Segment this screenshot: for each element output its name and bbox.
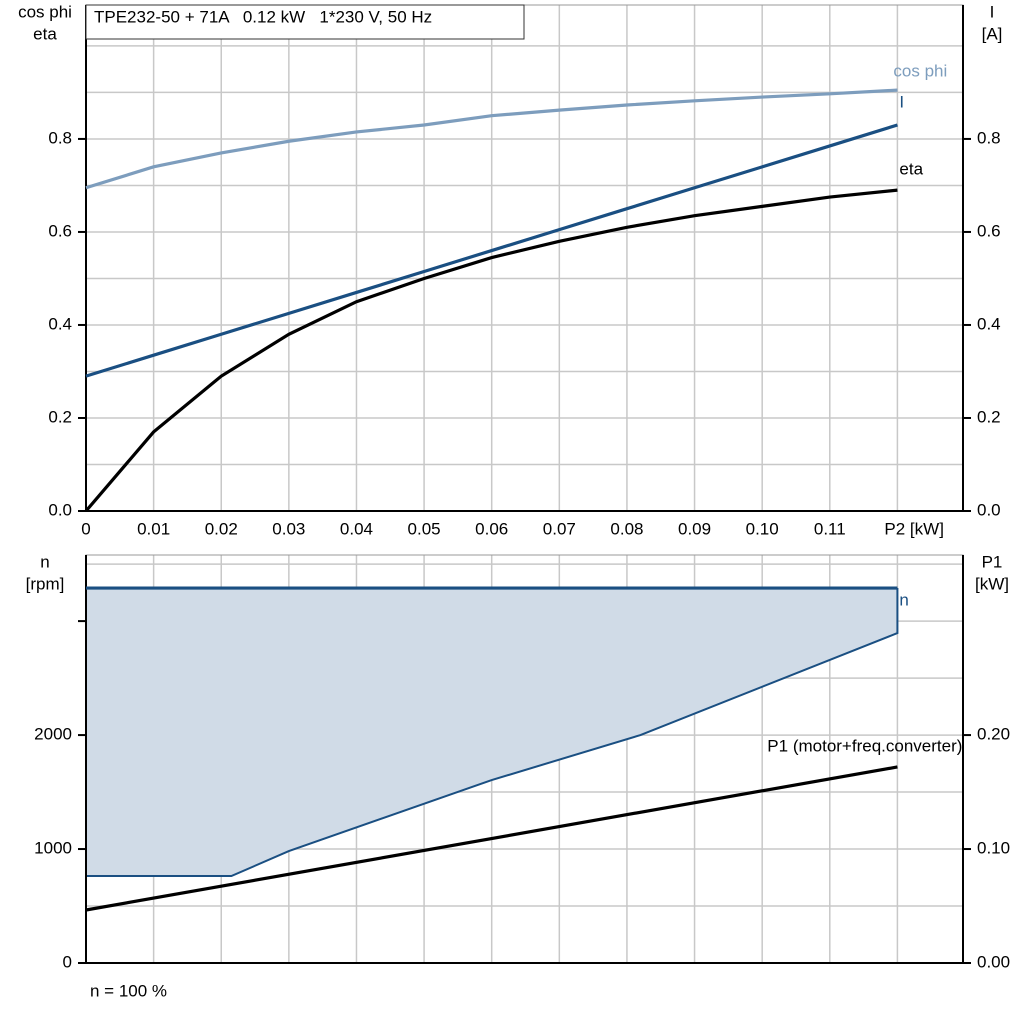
x-tick-label: 0.03 (272, 519, 305, 538)
series-label: I (899, 92, 904, 111)
y2-tick-label: 0.8 (977, 128, 1001, 147)
y-tick-label: 2000 (34, 725, 72, 744)
y2-tick-label: 0.2 (977, 407, 1001, 426)
series-line (85, 123, 898, 378)
y2-tick-label: 0.6 (977, 221, 1001, 240)
y-axis-label: eta (33, 24, 57, 43)
y-tick-label: 0.0 (48, 500, 72, 519)
y2-tick-label: 0.0 (977, 500, 1001, 519)
y-tick-label: 0 (63, 952, 72, 971)
x-tick-label: 0.04 (340, 519, 373, 538)
y2-tick-label: 0.4 (977, 314, 1001, 333)
x-tick-label: 0.07 (543, 519, 576, 538)
series-line (84, 188, 898, 513)
y2-axis-label: P1 (982, 552, 1003, 571)
x-tick-label: 0.11 (814, 519, 846, 538)
series-line (85, 765, 898, 912)
y-tick-label: 0.8 (48, 128, 72, 147)
y-axis-label: cos phi (18, 2, 72, 21)
speed-range-edge (86, 588, 899, 878)
y2-axis-label: I (990, 2, 995, 21)
y-axis-label: [rpm] (26, 574, 65, 593)
series-line (85, 88, 898, 190)
x-tick-label: 0.08 (610, 519, 643, 538)
x-tick-label: 0 (81, 519, 90, 538)
series-label: cos phi (893, 62, 947, 81)
y2-axis-label: [kW] (975, 574, 1009, 593)
x-tick-label: 0.06 (475, 519, 508, 538)
series-label: n (899, 591, 908, 610)
y2-tick-label: 0.20 (977, 725, 1010, 744)
x-tick-label: 0.10 (746, 519, 779, 538)
footnote: n = 100 % (90, 981, 167, 1000)
speed-range-area (86, 588, 898, 877)
y2-axis-label: [A] (982, 24, 1003, 43)
x-tick-label: P2 [kW] (884, 519, 944, 538)
series-label: P1 (motor+freq.converter) (767, 736, 962, 755)
y-tick-label: 0.4 (48, 314, 72, 333)
y2-tick-label: 0.10 (977, 839, 1010, 858)
x-tick-label: 0.05 (408, 519, 441, 538)
y-tick-label: 1000 (34, 839, 72, 858)
x-tick-label: 0.09 (678, 519, 711, 538)
chart-title: TPE232-50 + 71A 0.12 kW 1*230 V, 50 Hz (94, 7, 432, 26)
title-box (85, 4, 525, 40)
x-tick-label: 0.02 (205, 519, 238, 538)
y-tick-label: 0.2 (48, 407, 72, 426)
y-axis-label: n (40, 552, 49, 571)
series-label: eta (899, 160, 923, 179)
y2-tick-label: 0.00 (977, 952, 1010, 971)
x-tick-label: 0.01 (137, 519, 170, 538)
y-tick-label: 0.6 (48, 221, 72, 240)
